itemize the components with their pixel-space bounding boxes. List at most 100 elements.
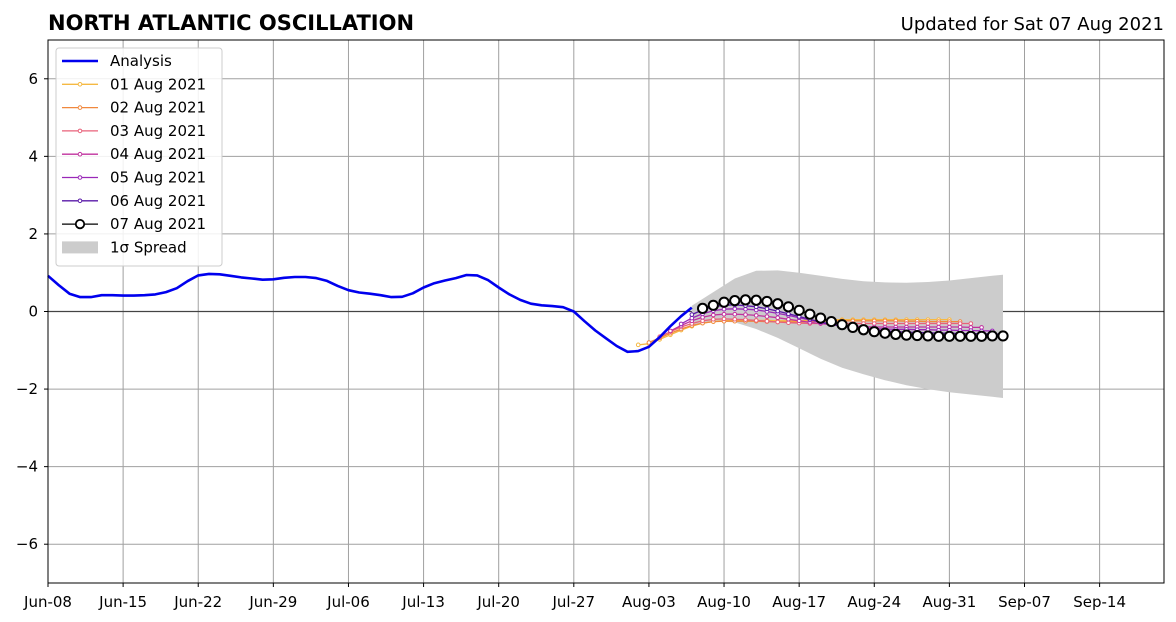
x-tick-label: Aug-24 <box>847 593 901 611</box>
legend-item: Analysis <box>62 52 172 70</box>
data-point <box>721 311 727 317</box>
data-point <box>900 329 913 341</box>
data-point <box>689 312 695 317</box>
plot-frame <box>47 39 1165 584</box>
data-point <box>772 298 784 310</box>
legend-label: 03 Aug 2021 <box>110 122 206 140</box>
data-point <box>635 342 641 348</box>
x-tick-label: Aug-31 <box>922 593 976 611</box>
legend-label: 02 Aug 2021 <box>110 99 206 117</box>
data-point <box>857 324 870 336</box>
y-tick-label: −2 <box>16 380 38 398</box>
data-point <box>721 306 727 312</box>
legend-label: 01 Aug 2021 <box>110 75 206 93</box>
data-point <box>711 316 716 322</box>
data-point <box>922 330 934 342</box>
x-tick-label: Jun-29 <box>248 593 297 611</box>
legend-marker <box>77 128 83 134</box>
data-point <box>646 340 652 345</box>
legend-item: 07 Aug 2021 <box>62 215 206 233</box>
data-point <box>933 330 945 342</box>
data-point <box>825 315 837 328</box>
data-point <box>815 312 827 324</box>
data-point <box>786 316 791 322</box>
x-tick-label: Jul-13 <box>401 593 445 611</box>
data-point <box>668 328 673 334</box>
data-point <box>707 299 719 311</box>
series-layer <box>635 294 1009 348</box>
chart-subtitle: Updated for Sat 07 Aug 2021 <box>901 14 1164 35</box>
data-point <box>764 306 770 312</box>
x-tick-label: Jun-15 <box>98 593 147 611</box>
y-tick-label: 6 <box>28 70 38 88</box>
legend-box <box>55 47 223 267</box>
data-point <box>750 294 762 306</box>
x-tick-label: Aug-10 <box>697 593 751 611</box>
data-point <box>943 330 955 342</box>
legend-marker <box>77 198 83 204</box>
data-point <box>954 330 966 342</box>
chart-title: NORTH ATLANTIC OSCILLATION <box>48 11 414 35</box>
data-point <box>968 321 974 326</box>
legend-marker <box>77 175 83 180</box>
data-point <box>911 329 923 342</box>
legend-marker <box>77 82 83 87</box>
legend-label: 07 Aug 2021 <box>110 215 206 233</box>
data-point <box>753 318 759 323</box>
legend-label: 1σ Spread <box>110 238 187 256</box>
analysis-line <box>47 272 693 354</box>
data-point <box>997 330 1009 342</box>
data-point <box>775 308 780 314</box>
x-tick-label: Aug-17 <box>772 593 826 611</box>
forecast-series-7 <box>696 294 1009 342</box>
data-point <box>836 319 848 331</box>
legend-item: 03 Aug 2021 <box>62 122 206 140</box>
data-point <box>721 316 727 322</box>
legend-item: 06 Aug 2021 <box>62 192 206 210</box>
data-point <box>696 302 709 314</box>
legend-label: 06 Aug 2021 <box>110 192 206 210</box>
legend-marker <box>77 151 83 157</box>
data-point <box>732 316 738 322</box>
x-tick-label: Sep-07 <box>998 593 1051 611</box>
legend-label: 04 Aug 2021 <box>110 145 206 163</box>
data-point <box>743 317 748 322</box>
legend-label: 05 Aug 2021 <box>110 169 206 187</box>
data-point <box>753 313 759 318</box>
data-point <box>761 295 773 308</box>
data-point <box>804 308 816 320</box>
data-point <box>732 311 738 317</box>
y-tick-label: 2 <box>28 225 38 243</box>
x-tick-label: Jun-22 <box>173 593 222 611</box>
legend-item: 05 Aug 2021 <box>62 169 206 187</box>
y-tick-label: 4 <box>28 147 38 165</box>
data-point <box>868 326 880 338</box>
x-tick-label: Jul-27 <box>552 593 596 611</box>
axis-ticks: Jun-08 Jun-15 Jun-22 Jun-29 Jul-06 Jul-13 Jul-… <box>16 70 1126 611</box>
analysis-layer <box>47 272 693 354</box>
data-point <box>847 321 859 334</box>
data-point <box>743 312 748 317</box>
data-point <box>965 330 977 342</box>
legend-item: 04 Aug 2021 <box>62 145 206 163</box>
data-point <box>729 295 741 307</box>
legend-item: 01 Aug 2021 <box>62 75 206 93</box>
data-point <box>775 319 780 325</box>
data-point <box>732 306 738 312</box>
y-tick-label: −4 <box>16 458 38 476</box>
data-point <box>793 304 805 316</box>
data-point <box>879 327 891 339</box>
x-tick-label: Jun-08 <box>23 593 72 611</box>
data-point <box>890 328 902 340</box>
legend-label: Analysis <box>110 52 172 70</box>
legend-marker <box>74 219 86 230</box>
data-point <box>764 314 770 319</box>
data-point <box>986 330 998 342</box>
x-tick-label: Sep-14 <box>1073 593 1126 611</box>
legend-item: 1σ Spread <box>62 238 187 256</box>
x-tick-label: Jul-06 <box>326 593 370 611</box>
legend-marker <box>77 105 83 110</box>
data-point <box>775 315 780 321</box>
data-point <box>786 311 791 317</box>
